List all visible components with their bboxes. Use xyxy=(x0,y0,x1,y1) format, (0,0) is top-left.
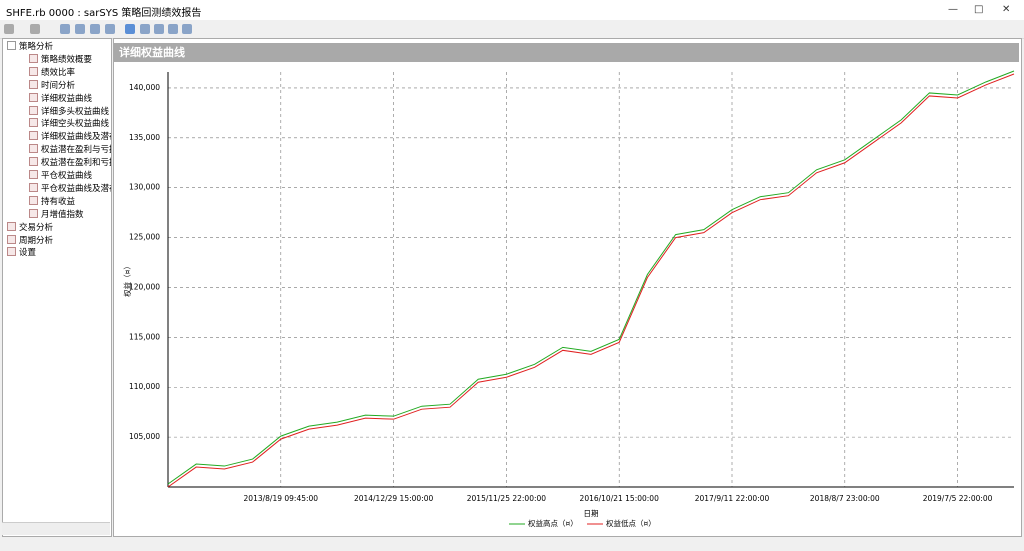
navigation-tree: 策略分析策略绩效概要 绩效比率时间分析详细权益曲线详细多头权益曲线 详细空头权益曲线… xyxy=(2,38,112,537)
minimize-button[interactable]: — xyxy=(948,4,958,15)
x-tick-label: 2014/12/29 15:00:00 xyxy=(354,494,434,503)
x-tick-label: 2018/8/7 23:00:00 xyxy=(810,494,880,503)
tree-label: 绩效比率 xyxy=(41,67,76,78)
x-axis-title: 日期 xyxy=(584,509,599,518)
legend-label: 权益低点（¤） xyxy=(606,518,656,528)
y-axis-title: 权益（¤） xyxy=(122,262,132,297)
tree-label: 详细多头权益曲线 xyxy=(41,106,110,117)
tree-leaf[interactable]: 策略绩效概要 xyxy=(29,53,93,66)
tree-label: 权益潜在盈利与亏损 xyxy=(41,145,112,156)
export-button[interactable] xyxy=(105,24,115,34)
x-tick-label: 2019/7/5 22:00:00 xyxy=(923,494,993,503)
tree-label: 时间分析 xyxy=(41,80,76,91)
tree-label: 详细权益曲线 xyxy=(41,93,93,104)
tree-label: 交易分析 xyxy=(19,222,54,233)
x-tick-label: 2013/8/19 09:45:00 xyxy=(244,494,319,503)
y-tick-label: 110,000 xyxy=(129,382,160,391)
tree-node[interactable]: 交易分析 xyxy=(7,221,54,234)
tree-leaf[interactable]: 月增值指数 xyxy=(29,208,84,221)
tree-leaf[interactable]: 详细多头权益曲线 xyxy=(29,105,110,118)
close-button[interactable]: ✕ xyxy=(1002,4,1011,15)
tree-label: 设置 xyxy=(19,248,37,259)
copy-button[interactable] xyxy=(75,24,85,34)
pointer-button[interactable] xyxy=(125,24,135,34)
tree-node[interactable]: 周期分析 xyxy=(7,234,54,247)
x-tick-label: 2016/10/21 15:00:00 xyxy=(580,494,660,503)
equity-line xyxy=(167,70,1015,485)
tree-leaf[interactable]: 权益潜在盈利与亏损 xyxy=(29,144,112,156)
tree-leaf[interactable]: 详细权益曲线 xyxy=(29,92,93,105)
tree-label: 周期分析 xyxy=(19,235,54,246)
maximize-button[interactable]: □ xyxy=(974,4,984,15)
tree-leaf[interactable]: 平仓权益曲线 xyxy=(29,170,92,182)
tree-node[interactable]: 设置 xyxy=(7,247,36,259)
tree-label: 平仓权益曲线及潜在 xyxy=(41,183,112,194)
legend-label: 权益高点（¤） xyxy=(528,518,578,528)
y-tick-label: 115,000 xyxy=(129,332,160,341)
reset-button[interactable] xyxy=(182,24,192,34)
tree-leaf[interactable]: 详细权益曲线及潜在 xyxy=(29,131,112,143)
y-tick-label: 125,000 xyxy=(129,233,160,242)
tree-label: 策略绩效概要 xyxy=(41,54,93,65)
tree-label: 持有收益 xyxy=(41,196,76,207)
zoom-out-button[interactable] xyxy=(168,24,178,34)
y-tick-label: 120,000 xyxy=(129,282,160,291)
tree-label: 月增值指数 xyxy=(41,209,84,220)
tree-label: 详细空头权益曲线 xyxy=(41,119,110,130)
y-tick-label: 130,000 xyxy=(129,183,160,192)
horizontal-scrollbar[interactable] xyxy=(2,522,110,535)
back-button[interactable] xyxy=(4,24,14,34)
save-button[interactable] xyxy=(60,24,70,34)
chart-panel: 详细权益曲线 105,000 110,000 115,000 120,000 125,0… xyxy=(113,38,1022,537)
x-tick-label: 2015/11/25 22:00:00 xyxy=(467,494,547,503)
tree-leaf[interactable]: 时间分析 xyxy=(29,79,76,92)
forward-button[interactable] xyxy=(30,24,40,34)
print-button[interactable] xyxy=(90,24,100,34)
pan-button[interactable] xyxy=(140,24,150,34)
chart: 105,000 110,000 115,000 120,000 125,000 130,0… xyxy=(122,70,1015,528)
y-tick-label: 140,000 xyxy=(129,83,160,92)
window-title: SHFE.rb 0000 : sarSYS 策略回测绩效报告 xyxy=(6,8,202,19)
equity-line xyxy=(167,73,1015,488)
tree-label: 平仓权益曲线 xyxy=(41,171,93,181)
tree-leaf[interactable]: 持有收益 xyxy=(29,195,76,208)
x-tick-label: 2017/9/11 22:00:00 xyxy=(695,494,770,503)
tree-label: 详细权益曲线及潜在 xyxy=(41,132,112,143)
zoom-in-button[interactable] xyxy=(154,24,164,34)
tree-node[interactable]: 策略分析 xyxy=(7,41,53,53)
tree-leaf[interactable]: 权益潜在盈利和亏损 xyxy=(29,157,112,169)
toolbar xyxy=(0,20,1024,39)
y-tick-label: 105,000 xyxy=(129,432,160,441)
tree-leaf[interactable]: 平仓权益曲线及潜在 xyxy=(29,182,112,195)
chart-title: 详细权益曲线 xyxy=(114,43,1019,62)
title-bar: SHFE.rb 0000 : sarSYS 策略回测绩效报告 — □ ✕ xyxy=(0,0,1024,20)
tree-leaf[interactable]: 详细空头权益曲线 xyxy=(29,118,109,130)
tree-leaf[interactable]: 绩效比率 xyxy=(29,66,76,79)
y-tick-label: 135,000 xyxy=(129,133,160,142)
tree-label: 权益潜在盈利和亏损 xyxy=(41,158,112,169)
tree-label: 策略分析 xyxy=(19,42,54,52)
